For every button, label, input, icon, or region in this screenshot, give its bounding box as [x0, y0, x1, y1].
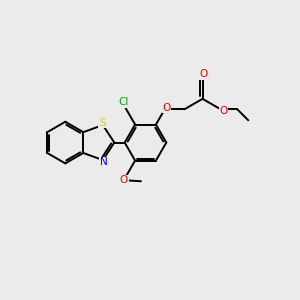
Text: O: O: [120, 175, 128, 185]
Text: N: N: [100, 158, 107, 167]
Text: Cl: Cl: [118, 97, 128, 107]
Text: O: O: [199, 69, 207, 79]
Text: O: O: [219, 106, 228, 116]
Text: O: O: [162, 103, 170, 113]
Text: S: S: [99, 118, 106, 128]
